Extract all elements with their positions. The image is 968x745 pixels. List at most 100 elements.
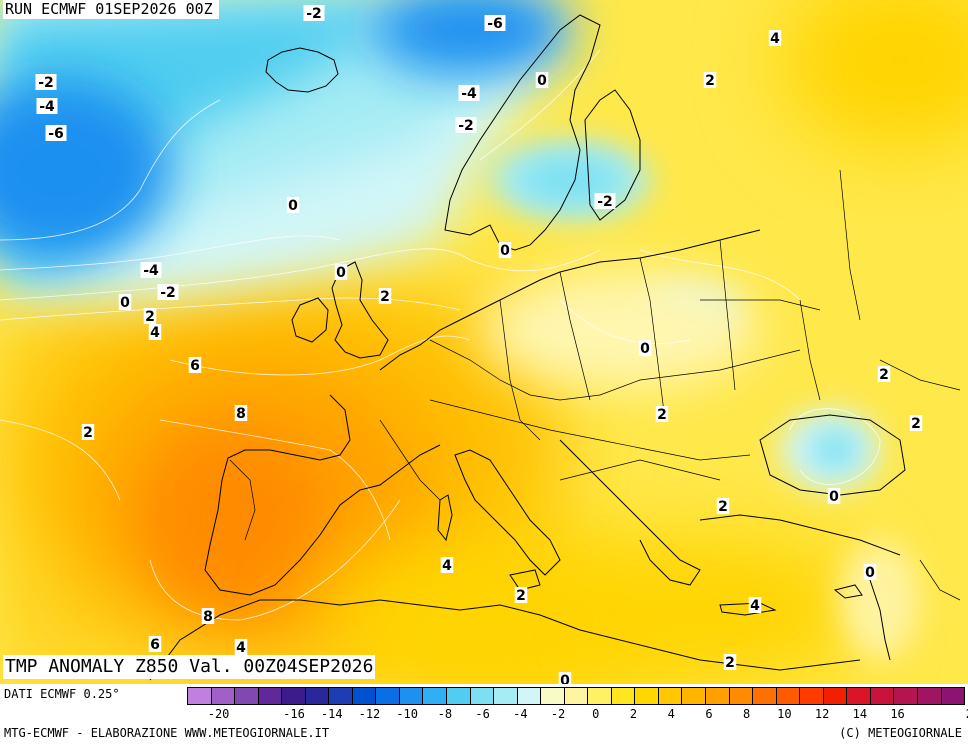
country-borders [229,169,961,601]
svg-text:4: 4 [442,558,452,574]
colorbar-tick-label: 10 [777,707,792,721]
contour-label: 2 [514,587,528,604]
contour-label: 0 [535,72,549,89]
colorbar-swatch [329,688,353,704]
contour-label: 4 [148,324,162,341]
contour-label: 2 [909,415,923,432]
svg-text:-4: -4 [461,86,477,102]
isotherm-lines [0,49,881,621]
contour-label: 4 [440,557,454,574]
contour-label: 8 [234,405,248,422]
contour-label: 0 [334,264,348,281]
svg-text:6: 6 [190,358,200,374]
svg-text:2: 2 [705,73,715,89]
colorbar-tick-label: 16 [890,707,905,721]
colorbar-tick-label: -4 [513,707,528,721]
credit-right: (C) METEOGIORNALE [839,726,962,740]
colorbar-tick-label: -16 [283,707,305,721]
svg-text:2: 2 [657,407,667,423]
colorbar-swatch [211,688,236,704]
footer: DATI ECMWF 0.25° -20 -16 -14 -12 -10 -8 -6 -4 -2… [0,684,968,745]
colorbar-swatch [823,688,848,704]
colorbar-swatch [658,688,683,704]
colorbar-swatch [352,688,377,704]
contour-label: -2 [35,74,57,91]
contour-label: 0 [286,197,300,214]
contour-label: 2 [703,72,717,89]
svg-text:-2: -2 [458,118,474,134]
contour-label: 0 [638,340,652,357]
colorbar-swatch [470,688,495,704]
colorbar-tick-label: -12 [358,707,381,721]
contour-label: 0 [498,242,512,259]
svg-text:2: 2 [718,499,728,515]
colorbar-tick-label: -20 [207,707,230,721]
colorbar-tick-label: 6 [705,707,713,721]
colorbar-tick-label: 2 [629,707,638,721]
colorbar [187,687,965,705]
colorbar-swatch [706,688,730,704]
svg-text:2: 2 [145,309,155,325]
colorbar-swatch [494,688,518,704]
colorbar-swatch [423,688,448,704]
svg-text:0: 0 [829,489,839,505]
svg-text:4: 4 [770,31,780,47]
contour-label: -2 [455,117,477,134]
run-title: RUN ECMWF 01SEP2026 00Z [3,0,219,19]
contour-label: 0 [558,672,572,684]
svg-text:8: 8 [236,406,246,422]
svg-text:-6: -6 [48,126,64,142]
colorbar-swatch [635,688,659,704]
colorbar-ticks: -20-16-14-12-10-8-6-4-2024681012141620 [187,707,968,723]
svg-text:0: 0 [560,673,570,684]
contour-label: 2 [655,406,669,423]
credit-left: MTG-ECMWF - ELABORAZIONE WWW.METEOGIORNA… [4,726,330,740]
svg-text:2: 2 [879,367,889,383]
colorbar-swatch [258,688,283,704]
svg-text:0: 0 [500,243,510,259]
colorbar-swatch [870,688,895,704]
svg-text:6: 6 [150,637,160,653]
contour-label: 0 [827,488,841,505]
contour-label: 2 [143,308,157,325]
svg-text:2: 2 [516,588,526,604]
svg-text:0: 0 [537,73,547,89]
colorbar-swatch [894,688,918,704]
svg-text:2: 2 [380,289,390,305]
svg-text:-2: -2 [597,194,613,210]
contour-label: 0 [118,294,132,311]
svg-text:-4: -4 [39,99,55,115]
contour-label: 6 [188,357,202,374]
anomaly-title: TMP ANOMALY Z850 Val. 00Z04SEP2026 [3,655,376,679]
colorbar-tick-label: 0 [592,707,600,721]
svg-text:8: 8 [203,609,213,625]
svg-text:-4: -4 [143,263,159,279]
data-source-label: DATI ECMWF 0.25° [4,687,120,701]
colorbar-tick-label: 4 [667,707,675,721]
contour-label: 8 [201,608,215,625]
colorbar-tick-label: -10 [396,707,419,721]
colorbar-swatch [376,688,400,704]
colorbar-swatch [188,688,212,704]
svg-text:4: 4 [236,640,246,656]
colorbar-tick-label: -6 [475,707,490,721]
contour-label: -6 [484,15,506,32]
contour-label: -2 [303,5,325,22]
contour-label: -6 [45,125,67,142]
svg-text:4: 4 [150,325,160,341]
colorbar-tick-label: 14 [852,707,868,721]
warm-anomaly-field [0,0,968,684]
colorbar-swatch [941,688,965,704]
colorbar-swatch [800,688,824,704]
contour-label: 4 [748,597,762,614]
contour-label: -2 [594,193,616,210]
svg-text:0: 0 [640,341,650,357]
contour-label: 4 [768,30,782,47]
colorbar-swatch [611,688,636,704]
contour-label: 2 [81,424,95,441]
colorbar-swatch [753,688,777,704]
svg-text:4: 4 [750,598,760,614]
colorbar-tick-label: -8 [437,707,453,721]
